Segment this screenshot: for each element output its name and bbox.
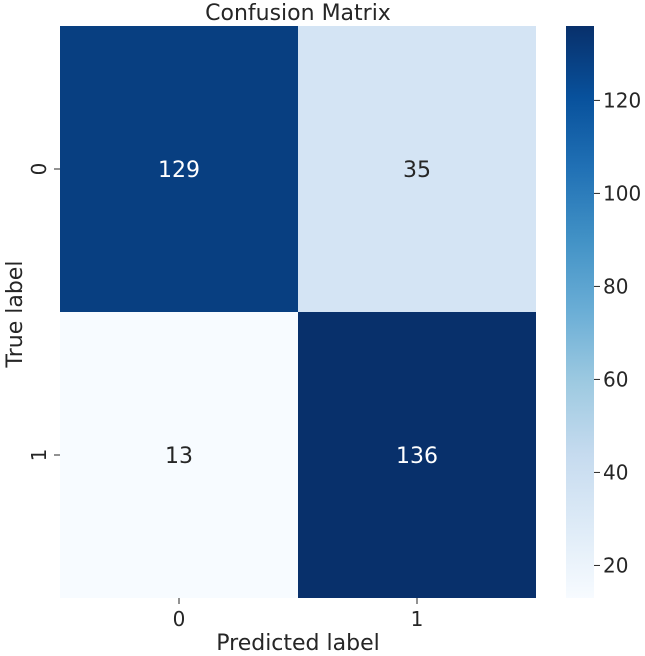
colorbar-ticks: 20 40 60 80 100 120 (594, 88, 641, 577)
colorbar-tick-label: 40 (603, 460, 628, 484)
y-axis-label: True label (3, 261, 28, 369)
heatmap-cell (298, 26, 536, 312)
colorbar (566, 26, 594, 598)
y-tick-label: 0 (27, 163, 51, 176)
cell-value-label: 35 (403, 158, 431, 183)
cell-value-label: 136 (396, 444, 438, 469)
colorbar-tick-label: 20 (603, 553, 628, 577)
heatmap-cell (60, 312, 298, 598)
cell-value-label: 13 (165, 444, 193, 469)
heatmap-cell (60, 26, 298, 312)
y-tick-label: 1 (27, 449, 51, 462)
x-tick-label: 0 (173, 607, 186, 631)
colorbar-tick-label: 100 (603, 181, 641, 205)
y-axis-ticks: 01 (27, 163, 60, 462)
chart-title: Confusion Matrix (205, 1, 391, 26)
heatmap-cell (298, 312, 536, 598)
cell-value-label: 129 (158, 158, 200, 183)
colorbar-tick-label: 80 (603, 274, 628, 298)
colorbar-tick-label: 60 (603, 367, 628, 391)
heatmap-grid (60, 26, 536, 598)
x-tick-label: 1 (411, 607, 424, 631)
colorbar-tick-label: 120 (603, 88, 641, 112)
x-axis-label: Predicted label (216, 631, 379, 652)
heatmap-cell-labels: 129 35 13 136 (158, 158, 438, 469)
